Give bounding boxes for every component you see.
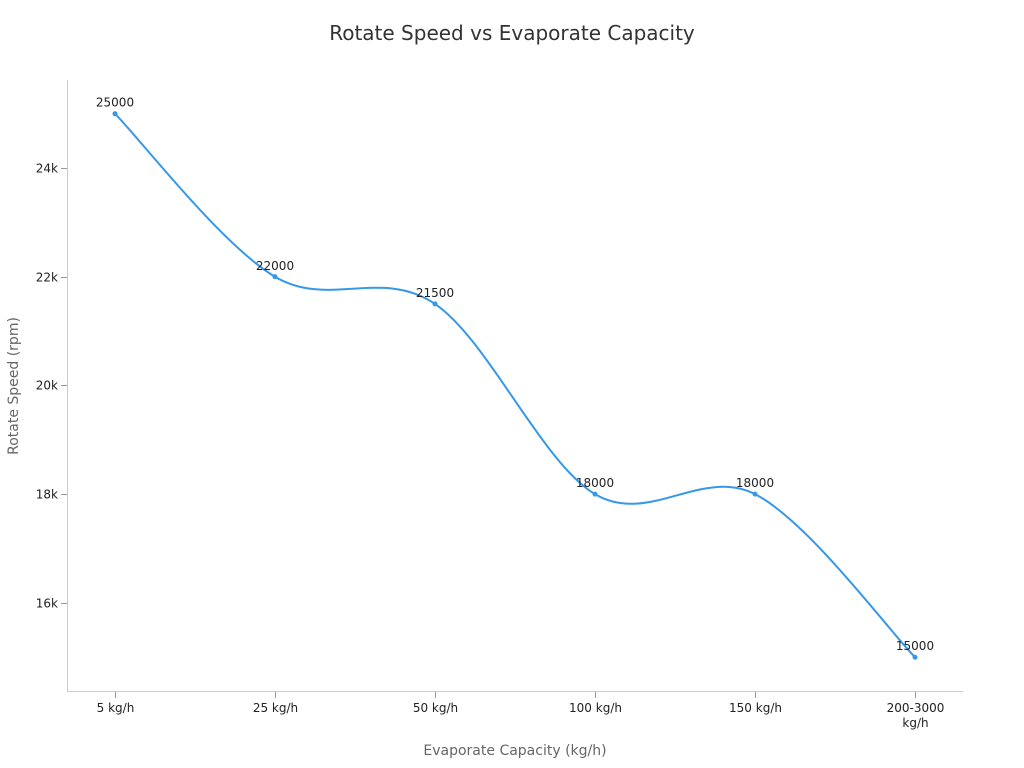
- y-tick-label: 24k: [36, 162, 58, 176]
- y-axis-title: Rotate Speed (rpm): [6, 317, 22, 455]
- x-tick-label: 100 kg/h: [569, 701, 622, 715]
- data-point: [912, 654, 918, 660]
- data-label: 22000: [256, 259, 294, 273]
- data-label: 18000: [576, 476, 614, 490]
- data-point: [752, 491, 758, 497]
- data-point: [272, 274, 278, 280]
- data-point: [592, 491, 598, 497]
- y-tick-label: 20k: [36, 379, 58, 393]
- data-label: 15000: [896, 639, 934, 653]
- x-tick-label: 200-3000 kg/h: [887, 701, 945, 730]
- y-tick-label: 22k: [36, 271, 58, 285]
- x-tick-label: 25 kg/h: [253, 701, 298, 715]
- y-tick-label: 18k: [36, 488, 58, 502]
- x-tick-label: 50 kg/h: [413, 701, 458, 715]
- series-line: [114, 112, 916, 658]
- x-tick-label: 150 kg/h: [729, 701, 782, 715]
- data-label: 18000: [736, 476, 774, 490]
- x-tick-label: 5 kg/h: [97, 701, 135, 715]
- data-point: [432, 301, 438, 307]
- y-tick-label: 16k: [36, 597, 58, 611]
- data-point: [112, 111, 118, 117]
- data-label: 21500: [416, 286, 454, 300]
- data-label: 25000: [96, 96, 134, 110]
- x-axis-title: Evaporate Capacity (kg/h): [423, 743, 606, 759]
- chart-title: Rotate Speed vs Evaporate Capacity: [329, 21, 695, 45]
